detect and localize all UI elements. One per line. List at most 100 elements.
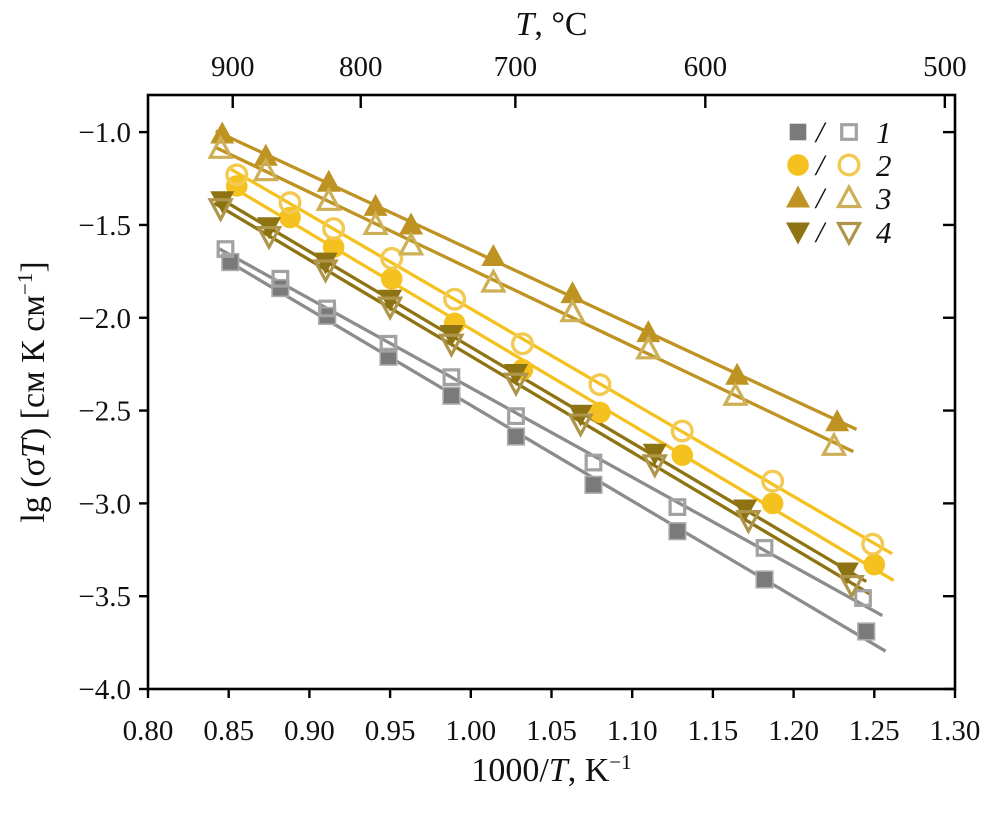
- series-3-filled-point: [636, 320, 661, 343]
- legend-label: 3: [875, 181, 892, 216]
- legend-open-square-icon: [840, 123, 858, 141]
- legend-filled-triangle-up-icon: [786, 185, 810, 208]
- series-4-open-point: [838, 574, 865, 600]
- series-4-open-point: [502, 372, 530, 398]
- series-1-open-point: [379, 334, 398, 353]
- series-3-filled-markers: [210, 121, 850, 432]
- series-3-open-point: [820, 431, 848, 456]
- series-4-open-point: [735, 509, 762, 535]
- legend-row-2: /2: [787, 148, 892, 183]
- series-2-filled-point: [761, 492, 784, 515]
- series-4-open-point: [641, 454, 668, 479]
- series-1-filled-point: [442, 386, 461, 405]
- y-axis-title: lg (σT) [см К см−1]: [13, 261, 52, 523]
- series-3-filled-point: [560, 281, 585, 304]
- series-1-open-point: [507, 407, 525, 426]
- plot-frame: [146, 93, 957, 691]
- series-1-filled-point: [506, 427, 526, 446]
- top-tick-label: 800: [339, 51, 383, 83]
- series-2-filled-point: [863, 553, 886, 576]
- series-lines: [213, 129, 895, 653]
- series-3-filled-point: [481, 243, 506, 266]
- series-4-filled-point: [834, 562, 859, 585]
- series-3-open-point: [635, 334, 662, 360]
- legend-separator: /: [814, 216, 827, 249]
- series-2-open-point: [510, 332, 534, 356]
- top-tick-label: 700: [494, 51, 538, 83]
- series-3-open-point: [480, 268, 507, 293]
- series-2-filled-point: [380, 267, 403, 290]
- right-axis-ticks: [943, 130, 955, 691]
- x-tick-label: 1.15: [688, 715, 739, 747]
- series-3-filled-point: [363, 193, 388, 216]
- series-4-open-line: [213, 201, 872, 597]
- x-tick-label: 0.95: [365, 715, 416, 747]
- x-tick-label: 0.85: [203, 715, 254, 747]
- legend-open-triangle-down-icon: [835, 221, 863, 247]
- top-tick-label: 900: [211, 51, 255, 83]
- series-2-filled-point: [671, 444, 694, 466]
- x-tick-label: 1.05: [526, 715, 577, 747]
- series-3-filled-point: [316, 169, 341, 192]
- legend-label: 2: [876, 148, 892, 183]
- x-tick-label: 1.30: [930, 715, 981, 747]
- series-2-open-point: [380, 246, 404, 270]
- legend-row-4: /4: [786, 215, 892, 250]
- series-3-filled-point: [210, 121, 235, 144]
- series-3-open-point: [397, 230, 425, 256]
- x-tick-label: 1.10: [607, 715, 658, 747]
- x-tick-label: 1.25: [849, 715, 900, 747]
- legend-label: 1: [876, 115, 892, 150]
- legend-row-1: /1: [789, 115, 892, 150]
- series-3-filled-line: [215, 129, 858, 431]
- series-2-open-point: [761, 469, 785, 493]
- legend-open-triangle-up-icon: [835, 183, 863, 209]
- legend-label: 4: [876, 215, 892, 250]
- series-3-open-point: [362, 210, 389, 236]
- y-tick-label: −1.5: [78, 210, 131, 242]
- series-3-filled-point: [825, 409, 850, 432]
- series-3-open-line: [213, 145, 855, 454]
- legend-filled-circle-icon: [787, 154, 809, 176]
- y-tick-label: −4.0: [78, 674, 131, 706]
- series-3-filled-point: [253, 143, 278, 166]
- legend-separator: /: [814, 149, 827, 182]
- series-2-open-point: [322, 217, 346, 241]
- series-3-open-point: [207, 134, 234, 159]
- series-1-filled-point: [668, 522, 687, 541]
- legend-separator: /: [814, 182, 827, 215]
- legend-open-circle-icon: [837, 153, 861, 177]
- bottom-axis-title: 1000/T, K−1: [471, 750, 632, 789]
- series-2-filled-point: [589, 401, 611, 424]
- x-tick-label: 1.00: [445, 715, 496, 747]
- series-4-open-markers: [207, 198, 865, 600]
- series-3-filled-point: [399, 212, 424, 235]
- series-2-open-point: [588, 373, 612, 397]
- x-tick-label: 1.20: [768, 715, 819, 747]
- series-2-open-point: [278, 191, 302, 215]
- series-3-filled-point: [725, 362, 750, 385]
- y-tick-label: −3.5: [78, 581, 131, 613]
- series-1-open-point: [318, 299, 337, 318]
- legend-separator: /: [814, 116, 827, 149]
- top-axis-ticks: 900 800 700 600 500: [211, 51, 967, 108]
- legend-filled-square-icon: [789, 123, 807, 141]
- series-1-open-point: [584, 453, 603, 472]
- series-2-open-point: [443, 287, 467, 311]
- y-tick-label: −2.0: [78, 303, 131, 335]
- series-1-filled-point: [755, 570, 774, 589]
- legend-filled-triangle-down-icon: [786, 222, 810, 245]
- series-1-filled-point: [271, 278, 290, 298]
- y-tick-label: −2.5: [78, 396, 131, 428]
- series-4-open-point: [312, 259, 339, 284]
- series-2-open-point: [225, 163, 249, 187]
- series-3-open-point: [559, 297, 586, 323]
- series-1-filled-point: [857, 622, 876, 641]
- series-1-open-point: [271, 269, 290, 288]
- series-2-open-point: [670, 419, 694, 443]
- series-2-open-point: [861, 532, 885, 556]
- series-1-filled-markers: [221, 252, 876, 641]
- series-4-filled-point: [313, 252, 338, 275]
